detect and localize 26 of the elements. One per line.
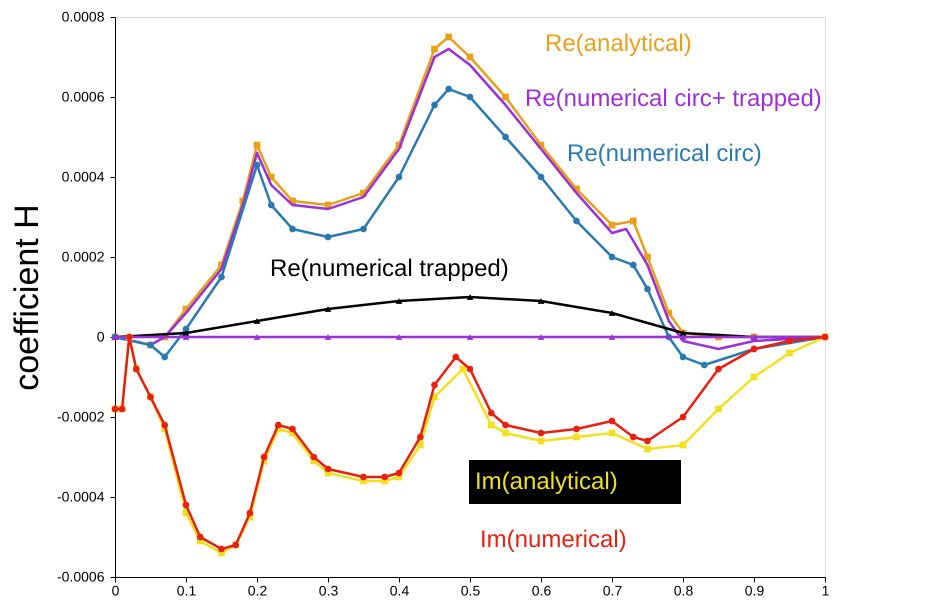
series-label: Re(numerical trapped) [270, 255, 509, 282]
series-label: Re(numerical circ+ trapped) [525, 85, 822, 112]
y-tick-label: -0.0002 [57, 408, 105, 424]
text: Im(numerical) [480, 526, 627, 553]
x-tick-label: 0.5 [460, 582, 480, 598]
x-tick-label: 0.9 [744, 582, 764, 598]
x-tick-label: 0.4 [390, 582, 410, 598]
series-label: Im(analytical) [475, 468, 618, 495]
y-tick-label: -0.0004 [57, 488, 105, 504]
x-tick-label: 0.6 [532, 582, 552, 598]
y-axis-title: coefficient H [8, 204, 46, 391]
x-tick-label: 0.3 [318, 582, 338, 598]
x-tick-label: 0.1 [176, 582, 196, 598]
y-tick-label: 0.0004 [62, 168, 105, 184]
text: Re(analytical) [545, 30, 692, 57]
x-tick-label: 0.8 [674, 582, 694, 598]
y-tick-label: 0.0006 [62, 88, 105, 104]
series-label: Re(numerical circ) [567, 140, 762, 167]
x-tick-label: 0 [112, 582, 120, 598]
x-tick-label: 0.7 [602, 582, 622, 598]
y-tick-label: 0.0002 [62, 248, 105, 264]
x-tick-label: 0.2 [248, 582, 268, 598]
y-tick-label: 0 [96, 328, 105, 344]
x-tick-label: 1 [822, 582, 830, 598]
y-tick-label: 0.0008 [62, 8, 105, 24]
y-tick-label: -0.0006 [57, 568, 105, 584]
